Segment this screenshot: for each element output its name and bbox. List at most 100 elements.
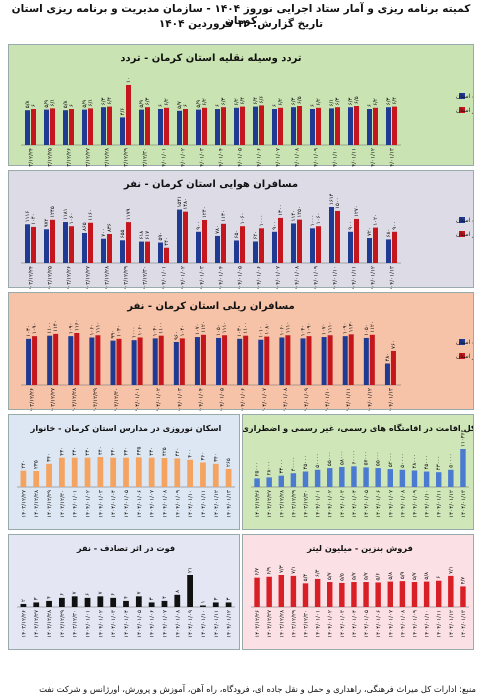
school-value-label: ۲۴۰ — [21, 460, 27, 469]
traffic-value-label: ۶/۲ — [202, 98, 208, 106]
traffic-bar — [367, 109, 372, 145]
air-bar — [354, 218, 359, 263]
rail-bar — [216, 337, 222, 385]
air-value-label: ۱۱۴۰ — [291, 210, 297, 222]
traffic-bar — [240, 106, 245, 145]
air-bar — [386, 239, 391, 263]
rail-bar — [279, 337, 285, 385]
traffic-bar — [392, 106, 397, 145]
deaths-svg: فوت در اثر تصادف - نفر ۲ ۱۴۰۳/۱۲/۲۶ ۳ ۱۴۰۳/۱… — [17, 543, 235, 638]
air-bar — [88, 222, 93, 263]
air-bar — [158, 242, 163, 263]
air-bar — [367, 238, 372, 263]
traffic-bar — [386, 107, 391, 145]
rail-bar — [53, 333, 59, 385]
fuel-category-label: ۱۴۰۳/۱۲/۲۹ — [291, 610, 297, 638]
stay-bar — [460, 449, 466, 487]
rail-value-label: ۱۰۴۰ — [301, 325, 307, 337]
rail-category-label: ۱۴۰۴/۰۱/۱۰ — [325, 388, 331, 411]
school-value-label: ۴۳۰ — [124, 447, 130, 456]
air-bar — [177, 209, 182, 263]
stay-value-label: ۵۵۰۰۰ — [376, 452, 382, 466]
air-bar — [196, 231, 201, 263]
deaths-category-label: ۱۴۰۳/۱۲/۳۰ — [73, 610, 79, 638]
air-value-label: ۶۲۰ — [253, 231, 259, 240]
air-value-label: ۱۲۷۰ — [354, 205, 360, 217]
traffic-value-label: ۵/۹ — [196, 100, 202, 108]
stay-category-label: ۱۴۰۴/۰۱/۱۳ — [461, 490, 467, 518]
rail-bar — [74, 333, 80, 385]
fuel-value-label: ۵/۴ — [303, 574, 309, 582]
deaths-category-label: ۱۴۰۴/۰۱/۱۰ — [201, 610, 207, 638]
air-value-label: ۹۰۰ — [348, 221, 354, 230]
fuel-value-label: ۵/۸ — [424, 572, 430, 580]
air-bar — [101, 238, 106, 263]
rail-category-label: ۱۴۰۴/۰۱/۰۶ — [241, 388, 247, 411]
deaths-category-label: ۱۴۰۴/۰۱/۱۲ — [227, 610, 233, 638]
rail-bar — [243, 335, 249, 385]
rail-bar — [369, 334, 375, 385]
rail-bar — [258, 339, 264, 385]
rail-value-label: ۹۶۰ — [174, 331, 180, 340]
school-bar — [148, 457, 155, 487]
traffic-category-label: ۱۴۰۴/۰۱/۰۴ — [219, 148, 225, 167]
traffic-value-label: ۶/۳ — [145, 97, 151, 105]
fuel-bar — [448, 575, 454, 607]
air-category-label: ۱۴۰۴/۰۱/۰۷ — [276, 266, 282, 289]
fuel-category-label: ۱۴۰۳/۱۲/۲۸ — [279, 610, 285, 638]
deaths-bar — [123, 600, 129, 607]
traffic-bar — [316, 107, 321, 145]
rail-bar — [264, 336, 270, 385]
fuel-bar — [290, 575, 297, 607]
fuel-category-label: ۱۴۰۴/۰۱/۰۲ — [328, 610, 334, 638]
traffic-category-label: ۱۴۰۳/۱۲/۲۵ — [48, 148, 54, 167]
deaths-value-label: ۳ — [226, 597, 232, 600]
deaths-category-label: ۱۴۰۴/۰۱/۰۵ — [137, 610, 143, 638]
stay-value-label: ۴۵۰۰۰ — [303, 455, 309, 469]
traffic-bar — [373, 107, 378, 145]
rail-value-label: ۱۰۴۰ — [180, 325, 186, 337]
rail-value-label: ۱۰۶۰ — [138, 324, 144, 336]
deaths-bar — [58, 597, 65, 607]
school-value-label: ۳۴۰ — [47, 453, 53, 462]
traffic-bar — [139, 109, 144, 145]
air-bar — [240, 226, 245, 263]
air-category-label: ۱۴۰۳/۱۲/۲۷ — [86, 266, 92, 289]
rail-value-label: ۱۱۰۰ — [47, 322, 53, 334]
fuel-value-label: ۶/۴ — [315, 569, 321, 577]
stay-value-label: ۱۱۰۳۶۲ — [460, 430, 466, 447]
air-bar — [82, 232, 87, 263]
air-title: مسافران هوایی استان کرمان - نفر — [123, 179, 298, 190]
air-value-label: ۱۰۶۰ — [69, 213, 75, 225]
school-bar — [174, 458, 181, 487]
deaths-value-label: ۴ — [162, 596, 168, 599]
rail-category-label: ۱۴۰۴/۰۱/۰۴ — [198, 388, 204, 411]
stay-value-label: ۴۵۰۰۰ — [424, 455, 430, 469]
rail-category-label: ۱۴۰۳/۱۲/۲۷ — [51, 388, 57, 411]
traffic-chart-panel: تردد وسیله نقلیه استان کرمان - تردد ۵/۸ ۶ ۱… — [8, 44, 474, 167]
rail-value-label: ۱۰۳۰ — [26, 325, 32, 337]
traffic-value-label: ۶ — [215, 104, 221, 107]
air-value-label: ۱۲۴۵ — [50, 206, 56, 218]
traffic-value-label: ۵/۸ — [63, 100, 69, 108]
air-value-label: ۱۰۶۰ — [240, 213, 246, 225]
traffic-value-label: ۶ — [367, 104, 373, 107]
traffic-bar — [202, 107, 207, 145]
air-bar — [259, 228, 264, 263]
deaths-category-label: ۱۴۰۴/۰۱/۰۴ — [124, 610, 130, 638]
traffic-bar — [158, 109, 163, 145]
deaths-value-label: ۱ — [200, 601, 206, 604]
traffic-category-label: ۱۴۰۳/۱۲/۳۰ — [143, 148, 149, 167]
rail-bar — [306, 336, 312, 385]
school-bar — [212, 463, 219, 487]
air-bar — [107, 233, 112, 263]
fuel-value-label: ۶ — [436, 576, 442, 579]
traffic-value-label: ۶/۵ — [354, 96, 360, 104]
traffic-value-label: ۶/۳ — [335, 97, 341, 105]
fuel-category-label: ۱۴۰۴/۰۱/۱۲ — [449, 610, 455, 638]
school-category-label: ۱۴۰۳/۱۲/۲۸ — [34, 490, 40, 518]
traffic-bar — [297, 106, 302, 145]
air-value-label: ۵۹۰ — [158, 232, 164, 241]
traffic-bar — [126, 85, 131, 145]
rail-value-label: ۴۸۰ — [385, 353, 391, 362]
